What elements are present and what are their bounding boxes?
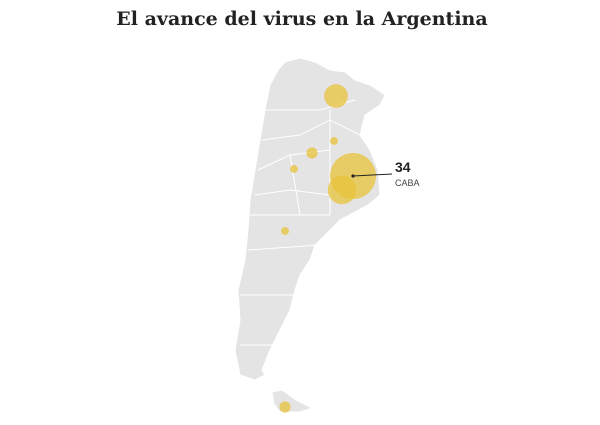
callout-dot (351, 174, 355, 178)
title: El avance del virus en la Argentina (116, 8, 487, 30)
province-lines (240, 99, 361, 346)
tierra-del-fuego (271, 389, 314, 413)
callout-line (352, 173, 393, 177)
case-bubble (324, 84, 348, 108)
country-map (234, 57, 386, 413)
mainland (234, 57, 386, 381)
highlight-label: CABA (395, 178, 420, 188)
case-bubble (290, 165, 298, 173)
highlight-value: 34 (395, 159, 411, 175)
case-bubble (279, 401, 291, 413)
case-bubble (306, 147, 318, 159)
case-bubble (327, 175, 357, 205)
case-bubble (330, 137, 338, 145)
case-bubble (281, 227, 289, 235)
